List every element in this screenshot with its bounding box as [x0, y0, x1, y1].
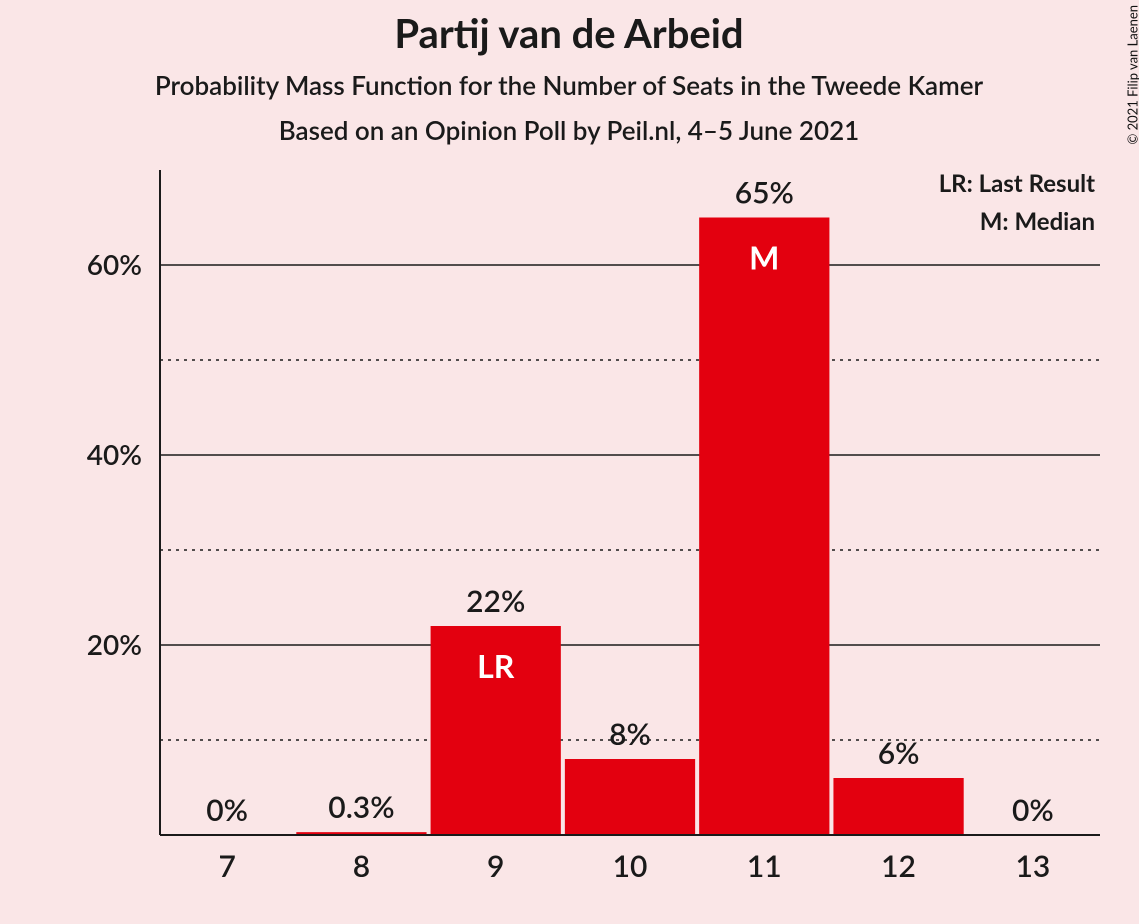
x-tick-label: 9 — [487, 848, 504, 884]
bar-value-label: 22% — [466, 583, 525, 619]
bar-value-label: 0.3% — [328, 789, 394, 825]
x-tick-label: 13 — [1015, 848, 1050, 884]
copyright-text: © 2021 Filip van Laenen — [1125, 5, 1139, 145]
bar-inner-label: M — [749, 238, 779, 277]
bar — [565, 759, 695, 835]
y-tick-label: 20% — [87, 627, 142, 661]
chart-container: Partij van de Arbeid Probability Mass Fun… — [0, 0, 1139, 924]
bar-value-label: 0% — [206, 792, 248, 828]
chart-title: Partij van de Arbeid — [394, 9, 743, 57]
x-tick-label: 11 — [747, 848, 782, 884]
legend-item: M: Median — [980, 207, 1095, 236]
x-tick-label: 12 — [881, 848, 916, 884]
x-tick-label: 10 — [613, 848, 648, 884]
x-tick-label: 8 — [353, 848, 370, 884]
bar — [699, 218, 829, 836]
bar-value-label: 0% — [1012, 792, 1054, 828]
legend-item: LR: Last Result — [939, 169, 1095, 198]
chart-subtitle-2: Based on an Opinion Poll by Peil.nl, 4–5… — [279, 114, 859, 146]
bar — [833, 778, 963, 835]
y-tick-label: 40% — [87, 437, 142, 471]
bar-value-label: 6% — [878, 735, 920, 771]
x-tick-label: 7 — [218, 848, 235, 884]
y-tick-label: 60% — [87, 247, 142, 281]
bar-chart: Partij van de Arbeid Probability Mass Fun… — [0, 0, 1139, 924]
bar-inner-label: LR — [477, 646, 515, 685]
chart-subtitle-1: Probability Mass Function for the Number… — [155, 69, 984, 101]
bar-value-label: 65% — [735, 175, 794, 211]
bar-value-label: 8% — [609, 716, 651, 752]
